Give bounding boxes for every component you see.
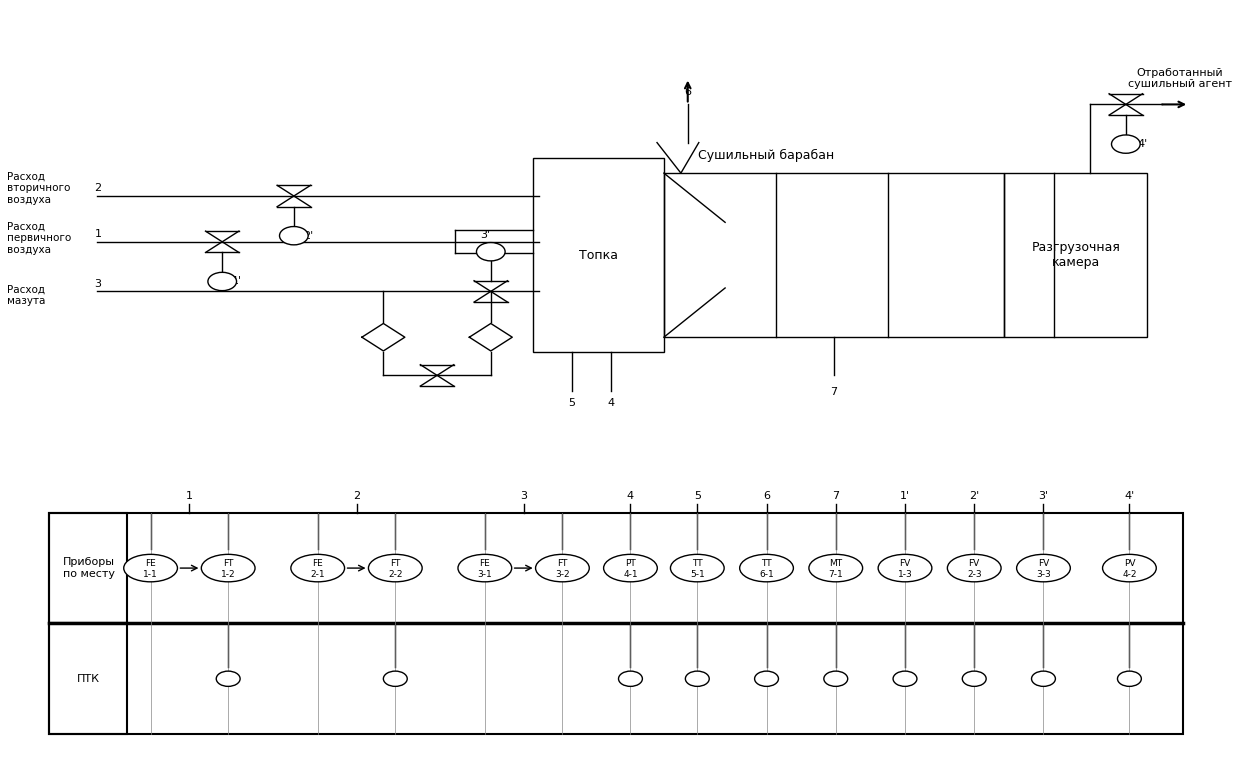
Text: TT: TT: [692, 559, 702, 568]
Text: 1-2: 1-2: [221, 570, 236, 578]
Circle shape: [279, 227, 308, 245]
Ellipse shape: [670, 555, 724, 582]
Circle shape: [686, 671, 709, 686]
Text: 2': 2': [969, 491, 979, 501]
Bar: [49, 624, 127, 734]
Text: 2-3: 2-3: [967, 570, 981, 578]
Text: PV: PV: [1124, 559, 1135, 568]
Text: 3-3: 3-3: [1036, 570, 1051, 578]
Text: 3-2: 3-2: [555, 570, 570, 578]
Circle shape: [1111, 135, 1140, 153]
Circle shape: [216, 671, 240, 686]
Circle shape: [1117, 671, 1141, 686]
Text: 3-1: 3-1: [477, 570, 492, 578]
Bar: [533, 158, 664, 352]
Circle shape: [208, 273, 236, 290]
Text: PT: PT: [625, 559, 635, 568]
Ellipse shape: [947, 555, 1001, 582]
Text: FT: FT: [222, 559, 234, 568]
Ellipse shape: [290, 555, 345, 582]
Text: 2': 2': [303, 231, 314, 241]
Text: Отработанный
сушильный агент: Отработанный сушильный агент: [1127, 67, 1231, 89]
Circle shape: [894, 671, 917, 686]
Text: 2-1: 2-1: [310, 570, 325, 578]
Ellipse shape: [878, 555, 932, 582]
Text: MT: MT: [829, 559, 842, 568]
Text: FV: FV: [1038, 559, 1049, 568]
Bar: [49, 512, 127, 624]
Text: 1': 1': [232, 277, 242, 286]
Text: 1: 1: [94, 229, 101, 239]
Text: 4-1: 4-1: [623, 570, 638, 578]
Text: Расход
вторичного
воздуха: Расход вторичного воздуха: [7, 172, 70, 205]
Circle shape: [476, 243, 506, 261]
Circle shape: [963, 671, 986, 686]
Text: Приборы
по месту: Приборы по месту: [63, 558, 115, 579]
Text: 7: 7: [832, 491, 839, 501]
Text: 4: 4: [608, 398, 616, 408]
Ellipse shape: [201, 555, 255, 582]
Text: 4: 4: [627, 491, 634, 501]
Ellipse shape: [368, 555, 423, 582]
Circle shape: [755, 671, 779, 686]
Text: 3': 3': [480, 231, 489, 241]
Text: FE: FE: [480, 559, 491, 568]
Bar: [664, 173, 1004, 337]
Ellipse shape: [1103, 555, 1156, 582]
Text: 7: 7: [831, 387, 838, 397]
Text: 1: 1: [185, 491, 193, 501]
Text: 4': 4': [1138, 139, 1148, 149]
Ellipse shape: [808, 555, 863, 582]
Text: 3': 3': [1038, 491, 1048, 501]
Text: FE: FE: [145, 559, 156, 568]
Ellipse shape: [535, 555, 590, 582]
Text: FV: FV: [900, 559, 911, 568]
Text: 5: 5: [569, 398, 576, 408]
Text: 7-1: 7-1: [828, 570, 843, 578]
Ellipse shape: [459, 555, 512, 582]
Circle shape: [618, 671, 643, 686]
Ellipse shape: [739, 555, 794, 582]
Text: 4': 4': [1125, 491, 1135, 501]
Text: 1-1: 1-1: [143, 570, 158, 578]
Text: Расход
первичного
воздуха: Расход первичного воздуха: [7, 221, 72, 254]
Text: Расход
мазута: Расход мазута: [7, 284, 46, 306]
Circle shape: [1032, 671, 1056, 686]
Ellipse shape: [603, 555, 658, 582]
Text: Топка: Топка: [578, 249, 618, 262]
Text: 1': 1': [900, 491, 910, 501]
Text: 4-2: 4-2: [1122, 570, 1137, 578]
Text: FT: FT: [391, 559, 400, 568]
Text: 3: 3: [94, 279, 101, 289]
Text: Разгрузочная
камера: Разгрузочная камера: [1031, 241, 1120, 269]
Text: 5: 5: [693, 491, 701, 501]
Circle shape: [824, 671, 848, 686]
Text: FV: FV: [969, 559, 980, 568]
Text: 6: 6: [763, 491, 770, 501]
Circle shape: [383, 671, 407, 686]
Text: 6-1: 6-1: [759, 570, 774, 578]
Bar: [49, 512, 1183, 734]
Ellipse shape: [124, 555, 178, 582]
Text: FT: FT: [557, 559, 567, 568]
Bar: [1004, 173, 1147, 337]
Text: 2: 2: [94, 183, 101, 193]
Text: 5-1: 5-1: [690, 570, 705, 578]
Text: 3: 3: [520, 491, 527, 501]
Text: 1-3: 1-3: [897, 570, 912, 578]
Text: FE: FE: [313, 559, 323, 568]
Ellipse shape: [1016, 555, 1070, 582]
Text: 2-2: 2-2: [388, 570, 403, 578]
Text: 2: 2: [353, 491, 360, 501]
Text: ПТК: ПТК: [77, 674, 100, 684]
Text: Сушильный барабан: Сушильный барабан: [698, 149, 834, 162]
Text: TT: TT: [761, 559, 771, 568]
Text: 6: 6: [685, 87, 691, 97]
